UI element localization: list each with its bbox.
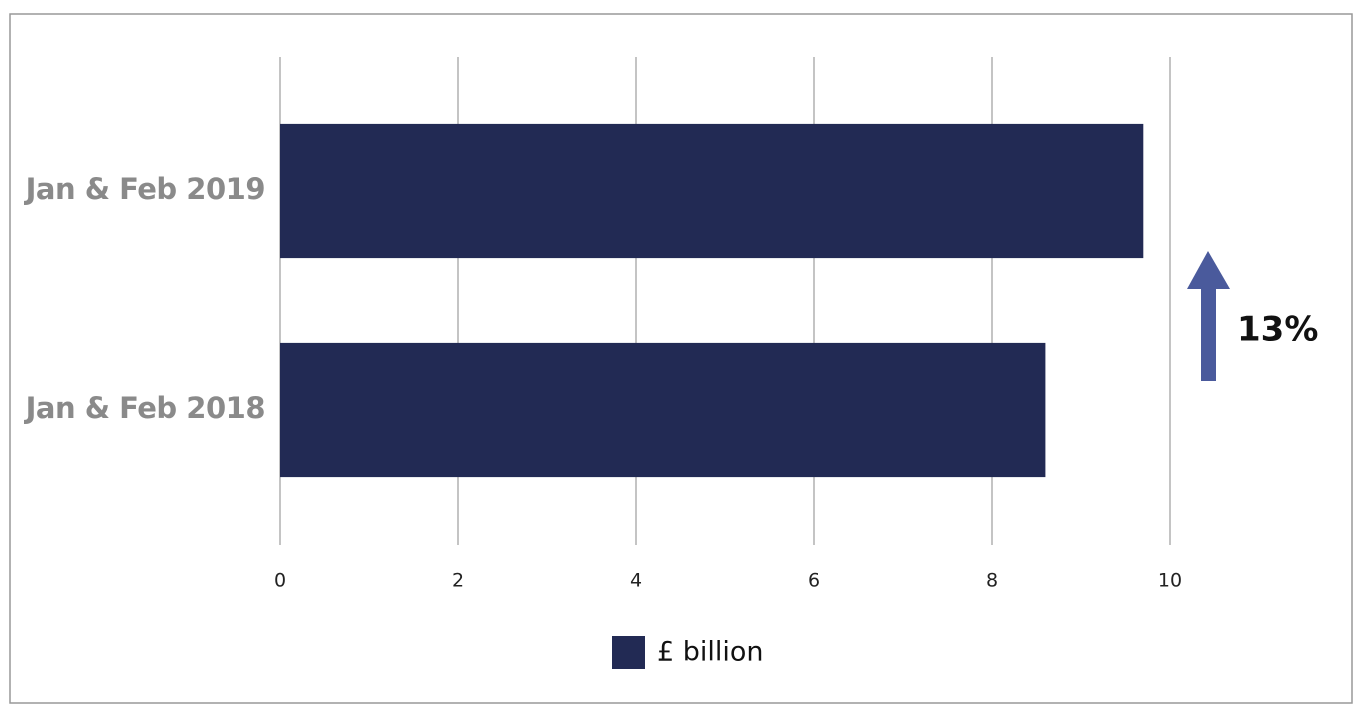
growth-arrow: [1187, 251, 1230, 381]
bar: [280, 123, 1144, 259]
y-tick-label: Jan & Feb 2019: [24, 172, 265, 206]
x-tick-label: 0: [274, 570, 286, 592]
arrow-head: [1187, 251, 1230, 289]
bar: [280, 342, 1046, 478]
x-tick-label: 6: [808, 570, 820, 592]
x-tick-label: 8: [986, 570, 998, 592]
x-tick-label: 2: [452, 570, 464, 592]
arrow-shaft: [1201, 285, 1216, 381]
legend-swatch: [612, 636, 645, 669]
x-tick-label: 4: [630, 570, 642, 592]
x-tick-label: 10: [1158, 570, 1182, 592]
legend-label: £ billion: [657, 637, 764, 668]
y-tick-label: Jan & Feb 2018: [24, 391, 265, 425]
annotation: 13%: [1237, 310, 1318, 350]
